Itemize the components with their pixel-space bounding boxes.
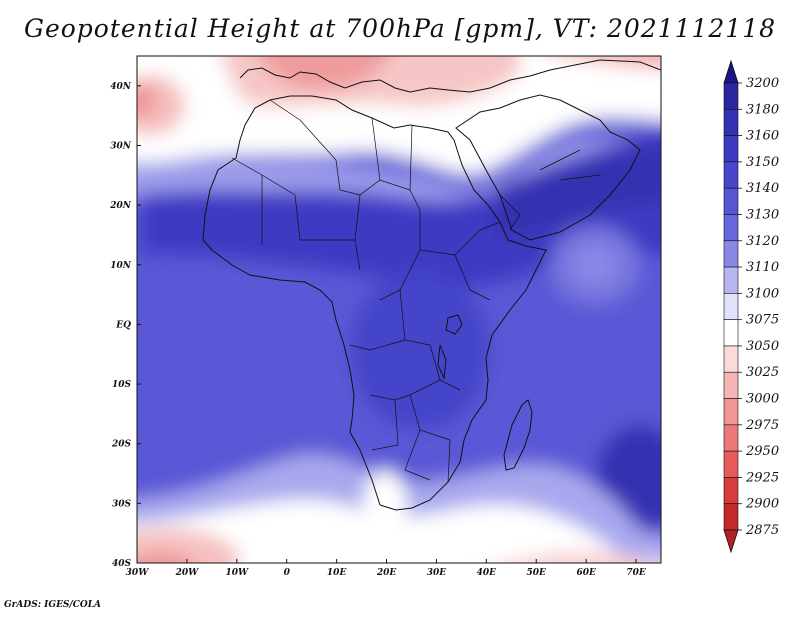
y-tick-label: 10S <box>112 380 132 390</box>
colorbar-segment <box>723 161 739 189</box>
x-tick-label: 30W <box>126 568 150 578</box>
coastlines <box>202 59 661 511</box>
colorbar-label: 2875 <box>745 523 779 538</box>
y-tick-label: 30N <box>110 141 132 151</box>
y-tick-label: EQ <box>115 320 131 330</box>
colorbar-label: 3000 <box>746 392 779 407</box>
colorbar: 3200 3180 3160 3150 3140 3130 3120 3110 3100 3075… <box>723 59 779 554</box>
y-tick-label: 40N <box>110 82 132 92</box>
x-tick-label: 20E <box>376 568 397 578</box>
lake-victoria <box>445 314 463 335</box>
colorbar-segment <box>723 371 739 399</box>
x-tick-label: 0 <box>284 568 291 578</box>
colorbar-segment <box>723 424 739 452</box>
colorbar-label: 3200 <box>746 76 779 91</box>
colorbar-label: 3100 <box>746 286 779 301</box>
x-axis-ticks: 30W 20W 10W 0 10E 20E 30E 40E 50E 60E 70E <box>126 559 646 578</box>
colorbar-label: 2900 <box>745 497 779 512</box>
colorbar-segment <box>723 108 739 136</box>
map-title: Geopotential Height at 700hPa [gpm], VT:… <box>23 14 777 43</box>
europe-coastline <box>239 59 661 93</box>
colorbar-segment <box>723 187 739 215</box>
colorbar-segment <box>723 345 739 373</box>
madagascar-outline <box>503 399 533 471</box>
grads-credit: GrADS: IGES/COLA <box>4 600 102 610</box>
colorbar-segment <box>723 477 739 505</box>
colorbar-label: 3110 <box>746 260 779 275</box>
colorbar-label: 3050 <box>746 339 779 354</box>
colorbar-segment <box>723 82 739 110</box>
country-borders <box>231 99 601 483</box>
height-field <box>137 56 661 563</box>
colorbar-label: 3180 <box>746 102 779 117</box>
colorbar-segment <box>723 214 739 242</box>
colorbar-segment <box>723 293 739 320</box>
colorbar-label: 2925 <box>745 470 779 485</box>
y-tick-label: 20S <box>111 440 132 450</box>
y-tick-label: 10N <box>110 261 132 271</box>
y-tick-label: 40S <box>112 559 132 569</box>
colorbar-segment <box>723 266 739 294</box>
africa-coastline <box>202 95 547 511</box>
colorbar-label: 2950 <box>745 444 779 459</box>
colorbar-label: 3025 <box>746 365 779 380</box>
x-tick-label: 60E <box>576 568 596 578</box>
colorbar-label: 3120 <box>746 234 779 249</box>
y-tick-label: 30S <box>112 499 132 509</box>
x-tick-label: 30E <box>427 568 447 578</box>
colorbar-label: 3140 <box>746 181 779 196</box>
y-axis-ticks: 40N 30N 20N 10N EQ 10S 20S 30S 40S <box>109 82 141 569</box>
colorbar-segment <box>723 135 739 163</box>
colorbar-segment <box>723 240 739 268</box>
map-frame <box>136 55 662 564</box>
arabia-coastline <box>455 94 641 241</box>
colorbar-label: 3160 <box>746 129 779 144</box>
colorbar-segment <box>723 450 739 478</box>
colorbar-label: 2975 <box>745 418 779 433</box>
lake-tanganyika <box>437 344 447 380</box>
colorbar-label: 3130 <box>746 207 779 222</box>
x-tick-label: 20W <box>175 568 200 578</box>
colorbar-label: 3150 <box>746 155 779 170</box>
x-tick-label: 10E <box>327 568 347 578</box>
colorbar-segment <box>723 503 739 531</box>
x-tick-label: 40E <box>477 568 497 578</box>
x-tick-label: 50E <box>527 568 547 578</box>
colorbar-segment <box>723 319 739 347</box>
y-tick-label: 20N <box>109 201 132 211</box>
x-tick-label: 10W <box>225 568 249 578</box>
colorbar-bottom-arrow <box>723 529 739 554</box>
colorbar-label: 3075 <box>746 313 779 328</box>
colorbar-segment <box>723 398 739 426</box>
x-tick-label: 70E <box>626 568 646 578</box>
colorbar-top-arrow <box>723 59 739 84</box>
